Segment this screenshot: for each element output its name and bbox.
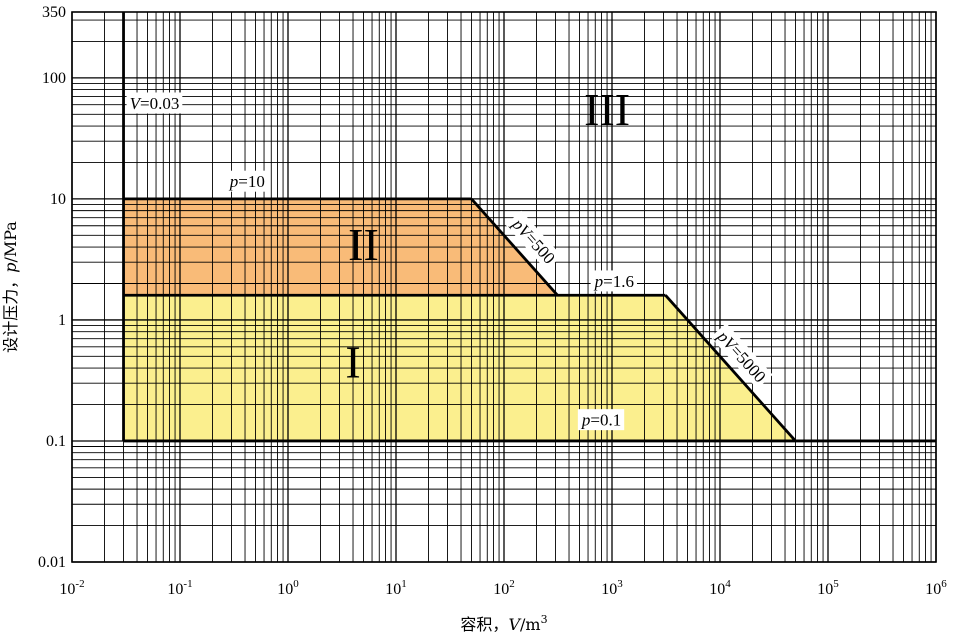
region-label-ii: II [348, 219, 379, 270]
annotation-p16: p=1.6 [590, 270, 637, 292]
x-tick-label: 10-2 [59, 578, 84, 598]
region-label-iii: III [584, 84, 630, 135]
annotation-p01: p=0.1 [577, 409, 625, 431]
boundary-pv-500 [470, 197, 559, 297]
x-tick-label: 102 [493, 578, 515, 598]
annotation-text: p=1.6 [594, 271, 634, 290]
annotation-text: p=10 [229, 172, 265, 191]
x-tick-label: 104 [709, 578, 731, 598]
annotation-v003: V=0.03 [126, 92, 183, 114]
y-tick-label: 10 [50, 191, 66, 208]
annotation-background [590, 270, 637, 292]
annotation-text: p=0.1 [581, 410, 621, 429]
x-tick-label: 105 [817, 578, 839, 598]
x-tick-label: 106 [925, 578, 947, 598]
annotation-p10: p=10 [225, 170, 268, 192]
x-tick-label: 103 [601, 578, 623, 598]
x-tick-label: 101 [385, 578, 407, 598]
annotation-background [710, 323, 773, 389]
annotation-background [225, 170, 268, 192]
y-tick-label: 0.1 [46, 433, 66, 450]
boundary-pv-5000 [664, 294, 797, 442]
y-tick-label: 0.01 [38, 554, 66, 571]
y-tick-label: 1 [58, 312, 66, 329]
plot-frame [71, 11, 937, 563]
x-tick-label: 100 [277, 578, 299, 598]
tick-labels: 10-2 10-1 100 101 102 103 104 105 106 0.01 0.1 1 10 1… [38, 4, 947, 598]
boundary-lines [122, 12, 936, 443]
annotation-text: V=0.03 [130, 93, 180, 112]
y-axis-label: 设计压力，p/MPa [1, 221, 20, 353]
x-axis-label: 容积，V/m3 [460, 613, 547, 634]
annotation-background [505, 210, 562, 271]
region-label-i: I [345, 336, 360, 387]
y-tick-label: 100 [42, 70, 66, 87]
annotation-background [126, 92, 183, 114]
annotation-background [577, 409, 625, 431]
y-tick-label: 350 [42, 4, 66, 21]
x-tick-label: 10-1 [167, 578, 192, 598]
